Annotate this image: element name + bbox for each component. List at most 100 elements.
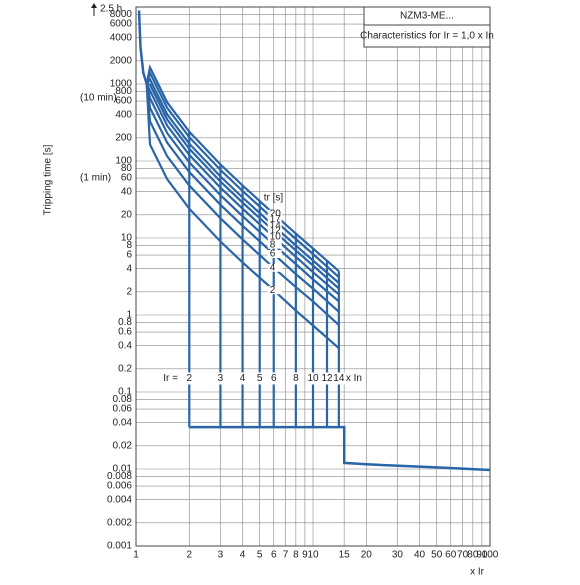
y-tick-label: 400 xyxy=(115,109,132,120)
isd-label: 10 xyxy=(307,373,319,384)
x-tick-label: 50 xyxy=(431,550,443,561)
x-tick-label: 9 xyxy=(302,550,308,561)
y-tick-label: 0.8 xyxy=(118,317,132,328)
curve xyxy=(145,83,340,350)
curve xyxy=(145,70,340,279)
subtitle: Characteristics for Ir = 1,0 x In xyxy=(360,31,494,42)
curve xyxy=(145,83,340,326)
label-bg xyxy=(253,372,266,385)
y-tick-label: 0.02 xyxy=(113,440,133,451)
y-tick-label: 0.01 xyxy=(113,464,133,475)
y-tick-label: 100 xyxy=(115,156,132,167)
x-tick-label: 3 xyxy=(218,550,224,561)
label-bg xyxy=(321,372,334,385)
isd-prefix: Ir = xyxy=(163,373,178,384)
curve xyxy=(146,82,340,290)
x-axis-label: x Ir xyxy=(470,567,485,578)
x-tick-label: 60 xyxy=(445,550,457,561)
label-bg xyxy=(183,372,196,385)
curve xyxy=(137,10,148,85)
legend-label: 17 xyxy=(270,214,282,225)
annotation-10min: (10 min) xyxy=(80,93,117,104)
y-tick-label: 4 xyxy=(126,263,132,274)
y-tick-label: 0.6 xyxy=(118,327,132,338)
plot-frame xyxy=(135,6,491,547)
curve xyxy=(145,77,340,284)
isd-label: 6 xyxy=(271,373,277,384)
y-tick-label: 8000 xyxy=(110,9,133,20)
label-bg xyxy=(332,372,345,385)
label-bg xyxy=(289,372,302,385)
x-tick-label: 15 xyxy=(339,550,351,561)
y-tick-label: 80 xyxy=(121,163,133,174)
y-tick-label: 200 xyxy=(115,132,132,143)
x-tick-label: 70 xyxy=(457,550,469,561)
label-bg xyxy=(214,372,227,385)
isd-label: 8 xyxy=(293,373,299,384)
tr-header: tr [s] xyxy=(264,192,284,203)
x-tick-label: 7 xyxy=(283,550,289,561)
y-tick-label: 2000 xyxy=(110,55,133,66)
x-tick-label: 80 xyxy=(467,550,479,561)
label-bg xyxy=(267,263,282,272)
label-bg xyxy=(267,221,282,230)
x-tick-label: 6 xyxy=(271,550,277,561)
x-tick-label: 100 xyxy=(482,550,499,561)
legend-label: 10 xyxy=(270,232,282,243)
label-bg xyxy=(267,249,282,258)
y-tick-label: 0.2 xyxy=(118,363,132,374)
legend-label: 2 xyxy=(270,285,276,296)
curve xyxy=(189,425,491,472)
isd-label: 3 xyxy=(218,373,224,384)
isd-label: 2 xyxy=(187,373,193,384)
y-tick-label: 0.1 xyxy=(118,387,132,398)
y-tick-label: 600 xyxy=(115,96,132,107)
y-tick-label: 0.04 xyxy=(113,417,133,428)
x-tick-label: 20 xyxy=(361,550,373,561)
y-tick-label: 40 xyxy=(121,186,133,197)
y-axis-label: Tripping time [s] xyxy=(43,144,54,215)
y-tick-label: 6000 xyxy=(110,19,133,30)
label-bg xyxy=(307,372,319,385)
annotation-1min: (1 min) xyxy=(80,173,111,184)
curve xyxy=(145,83,340,296)
x-tick-label: 1 xyxy=(133,550,139,561)
y-tick-label: 6 xyxy=(126,250,132,261)
y-tick-label: 60 xyxy=(121,173,133,184)
y-tick-label: 0.08 xyxy=(113,394,133,405)
label-bg xyxy=(267,240,282,249)
y-tick-label: 0.006 xyxy=(107,481,132,492)
isd-label: 4 xyxy=(240,373,246,384)
label-bg xyxy=(236,372,249,385)
y-tick-label: 8 xyxy=(126,240,132,251)
curve xyxy=(145,64,340,273)
y-tick-label: 0.001 xyxy=(107,541,132,552)
y-tick-label: 0.4 xyxy=(118,340,132,351)
y-tick-label: 0.008 xyxy=(107,471,132,482)
x-tick-label: 90 xyxy=(476,550,488,561)
legend-label: 20 xyxy=(270,208,282,219)
y-tick-label: 1000 xyxy=(110,79,133,90)
y-tick-label: 2 xyxy=(126,286,132,297)
legend-label: 12 xyxy=(270,225,282,236)
legend-label: 14 xyxy=(270,220,282,231)
x-tick-label: 2 xyxy=(187,550,193,561)
title: NZM3-ME... xyxy=(400,11,454,22)
annotation-top: 2.5 h xyxy=(100,4,122,15)
x-tick-label: 4 xyxy=(240,550,246,561)
x-tick-label: 30 xyxy=(392,550,404,561)
label-bg xyxy=(267,286,282,295)
y-tick-label: 0.06 xyxy=(113,404,133,415)
y-tick-label: 0.004 xyxy=(107,494,132,505)
legend-label: 4 xyxy=(270,262,276,273)
isd-label: 12 xyxy=(321,373,333,384)
x-tick-label: 10 xyxy=(307,550,319,561)
arrow-head xyxy=(91,3,97,8)
legend-label: 6 xyxy=(270,249,276,260)
y-tick-label: 10 xyxy=(121,233,133,244)
legend-label: 8 xyxy=(270,239,276,250)
isd-suffix: x In xyxy=(346,373,362,384)
title-box xyxy=(363,6,491,48)
y-tick-label: 4000 xyxy=(110,32,133,43)
